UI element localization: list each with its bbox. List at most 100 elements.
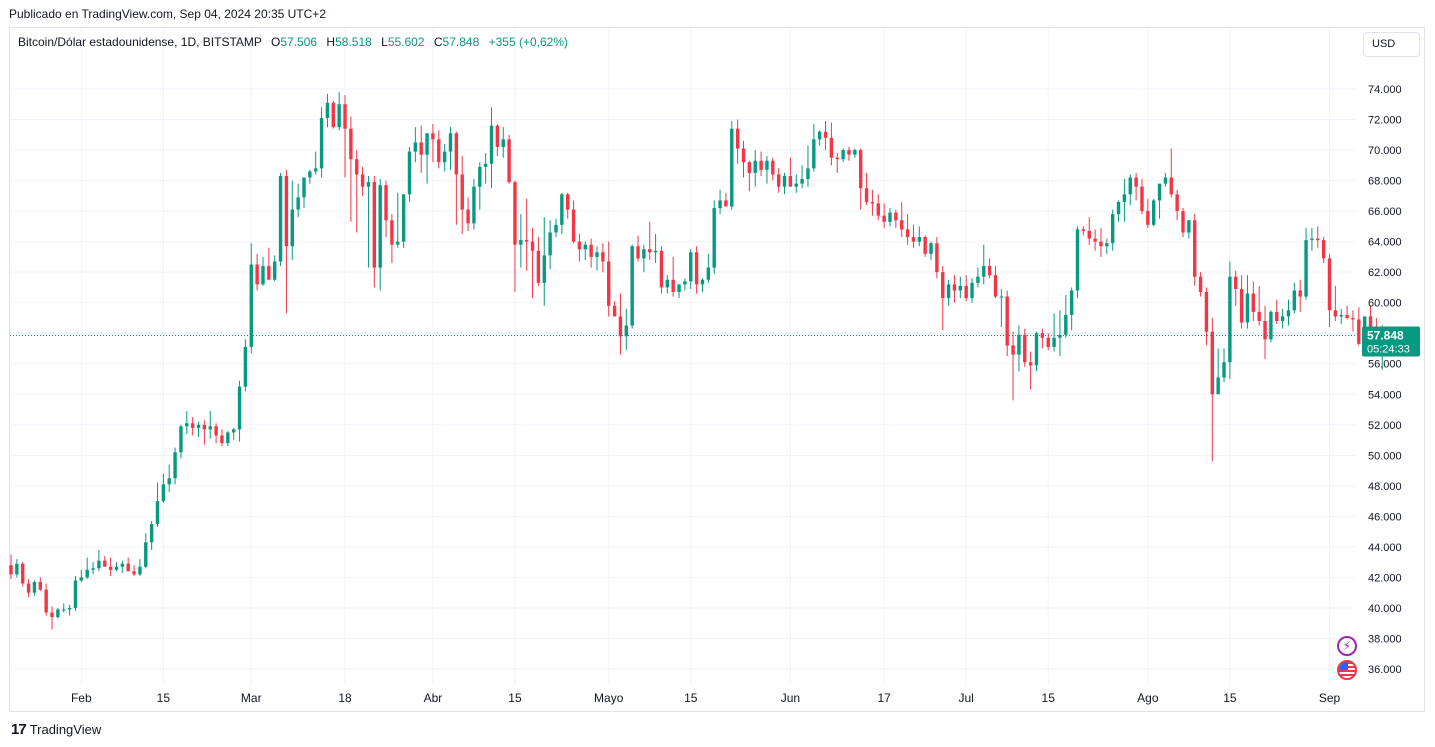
candle-body <box>694 252 699 285</box>
candle-body <box>9 565 13 575</box>
candle-body <box>1099 241 1103 247</box>
candle-body <box>513 182 517 245</box>
tradingview-logo[interactable]: 17 TradingView <box>11 721 101 738</box>
candle-body <box>1239 288 1244 323</box>
candle-body <box>683 281 687 285</box>
candle-body <box>401 194 406 242</box>
candle-body <box>208 426 212 430</box>
candle-body <box>888 212 892 222</box>
candle-body <box>1093 238 1097 242</box>
candle-body <box>624 325 628 337</box>
candle-body <box>220 435 224 444</box>
candle-body <box>255 264 259 285</box>
y-tick-label: 64.000 <box>1368 237 1402 249</box>
candle-body <box>1187 220 1191 233</box>
candle-body <box>1351 317 1355 320</box>
candle-body <box>542 255 546 283</box>
candle-body <box>671 279 675 292</box>
y-tick-label: 72.000 <box>1368 115 1402 127</box>
candle-body <box>32 582 37 593</box>
candle-body <box>273 261 277 280</box>
candle-body <box>325 102 330 118</box>
candle-body <box>149 524 154 543</box>
x-tick-label: Sep <box>1319 691 1341 705</box>
candle-body <box>1087 230 1091 239</box>
grid <box>10 28 1355 685</box>
candle-body <box>1222 362 1226 378</box>
candle-body <box>1357 319 1361 344</box>
open-value: 57.506 <box>280 35 318 49</box>
candle-body <box>1234 276 1238 289</box>
candle-body <box>1058 334 1062 338</box>
candle-body <box>806 168 810 180</box>
candle-body <box>196 424 201 428</box>
candle-body <box>812 139 816 169</box>
y-tick-label: 66.000 <box>1368 206 1402 218</box>
candle-body <box>1116 201 1121 215</box>
candle-body <box>1110 214 1115 244</box>
x-tick-label: Jun <box>781 691 800 705</box>
candle-body <box>1316 238 1320 241</box>
candle-body <box>62 609 66 611</box>
candle-body <box>911 237 916 242</box>
candle-body <box>1286 310 1291 317</box>
price-axis[interactable]: 36.000 38.000 40.000 42.000 44.000 46.000 48.0… <box>1368 84 1402 676</box>
candle-body <box>173 452 177 479</box>
candle-body <box>1280 316 1285 321</box>
candle-body <box>982 266 986 277</box>
candle-body <box>1275 311 1279 321</box>
currency-button[interactable]: USD <box>1363 32 1420 57</box>
candle-body <box>144 542 148 567</box>
candle-body <box>771 160 775 175</box>
candle-body <box>161 484 166 502</box>
candle-body <box>390 220 394 245</box>
candle-body <box>15 563 19 575</box>
candle-body <box>1017 334 1021 355</box>
time-axis[interactable]: Feb 15 Mar 18 Abr 15 Mayo 15 Jun 17 Jul 15 Ago 15 Sep <box>71 691 1341 705</box>
candle-body <box>1257 311 1261 321</box>
candle-body <box>952 284 957 291</box>
candle-body <box>308 171 312 178</box>
candle-body <box>724 200 728 207</box>
y-tick-label: 68.000 <box>1368 176 1402 188</box>
candle-body <box>1046 337 1050 347</box>
lightning-icon[interactable]: ⚡ <box>1337 636 1357 656</box>
x-tick-label: Jul <box>959 691 974 705</box>
candle-body <box>1327 258 1332 311</box>
candle-body <box>1069 290 1074 315</box>
candle-body <box>190 423 195 428</box>
candle-body <box>894 212 898 221</box>
close-value: 57.848 <box>442 35 480 49</box>
candle-body <box>1052 337 1056 347</box>
candle-body <box>1034 333 1039 366</box>
x-tick-label: 17 <box>877 691 891 705</box>
candle-body <box>1228 276 1232 363</box>
candle-body <box>44 589 48 613</box>
us-flag-icon[interactable] <box>1337 660 1357 680</box>
candle-body <box>689 252 693 282</box>
candle-body <box>483 163 488 167</box>
candle-body <box>138 566 142 575</box>
candle-body <box>835 157 839 160</box>
candle-body <box>21 563 25 584</box>
candle-body <box>571 209 576 242</box>
candle-body <box>372 182 377 268</box>
candle-body <box>261 266 265 285</box>
chart-frame[interactable] <box>9 27 1425 712</box>
candle-body <box>478 166 482 187</box>
x-tick-label: 15 <box>157 691 171 705</box>
candle-body <box>648 249 652 253</box>
candle-body <box>964 285 968 299</box>
x-tick-label: Feb <box>71 691 92 705</box>
candle-body <box>237 386 242 430</box>
candle-body <box>519 240 523 245</box>
open-label: O <box>271 35 281 49</box>
candle-body <box>442 151 447 163</box>
candle-body <box>560 194 564 225</box>
x-tick-label: 15 <box>1223 691 1237 705</box>
candle-body <box>595 252 599 257</box>
candle-body <box>302 177 306 198</box>
candle-body <box>1210 331 1214 395</box>
